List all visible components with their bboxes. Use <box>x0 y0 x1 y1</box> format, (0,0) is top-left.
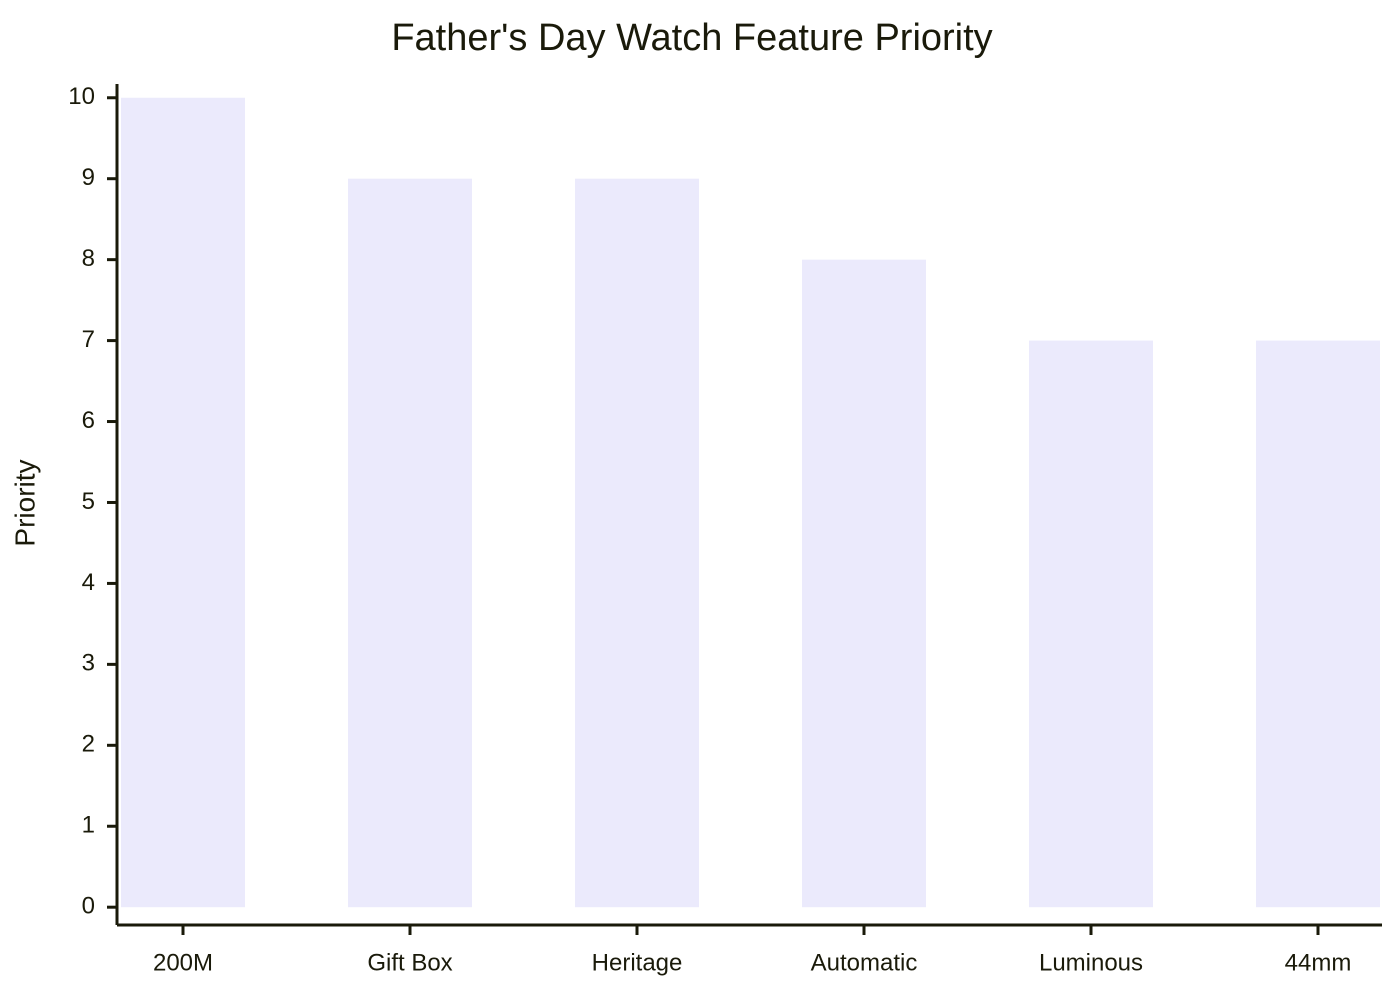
y-tick-label: 0 <box>82 893 95 920</box>
bar <box>1029 340 1153 908</box>
x-tick-label: Luminous <box>1039 949 1143 976</box>
y-tick-label: 10 <box>68 83 95 110</box>
bar <box>348 178 472 908</box>
bars <box>121 97 1380 908</box>
y-tick-label: 6 <box>82 407 95 434</box>
x-tick-label: Gift Box <box>367 949 452 976</box>
bar <box>1256 340 1380 908</box>
y-axis-label: Priority <box>9 459 40 546</box>
y-tick-label: 3 <box>82 650 95 677</box>
y-tick-label: 8 <box>82 245 95 272</box>
bar <box>802 259 926 908</box>
bar <box>575 178 699 908</box>
y-tick-label: 9 <box>82 164 95 191</box>
y-tick-label: 4 <box>82 569 95 596</box>
y-tick-label: 2 <box>82 731 95 758</box>
y-tick-label: 5 <box>82 488 95 515</box>
chart-title: Father's Day Watch Feature Priority <box>391 17 992 59</box>
x-tick-label: 44mm <box>1285 949 1352 976</box>
y-tick-label: 7 <box>82 326 95 353</box>
y-tick-label: 1 <box>82 812 95 839</box>
x-tick-label: 200M <box>153 949 213 976</box>
x-tick-label: Heritage <box>592 949 683 976</box>
x-tick-label: Automatic <box>811 949 918 976</box>
bar <box>121 97 245 908</box>
